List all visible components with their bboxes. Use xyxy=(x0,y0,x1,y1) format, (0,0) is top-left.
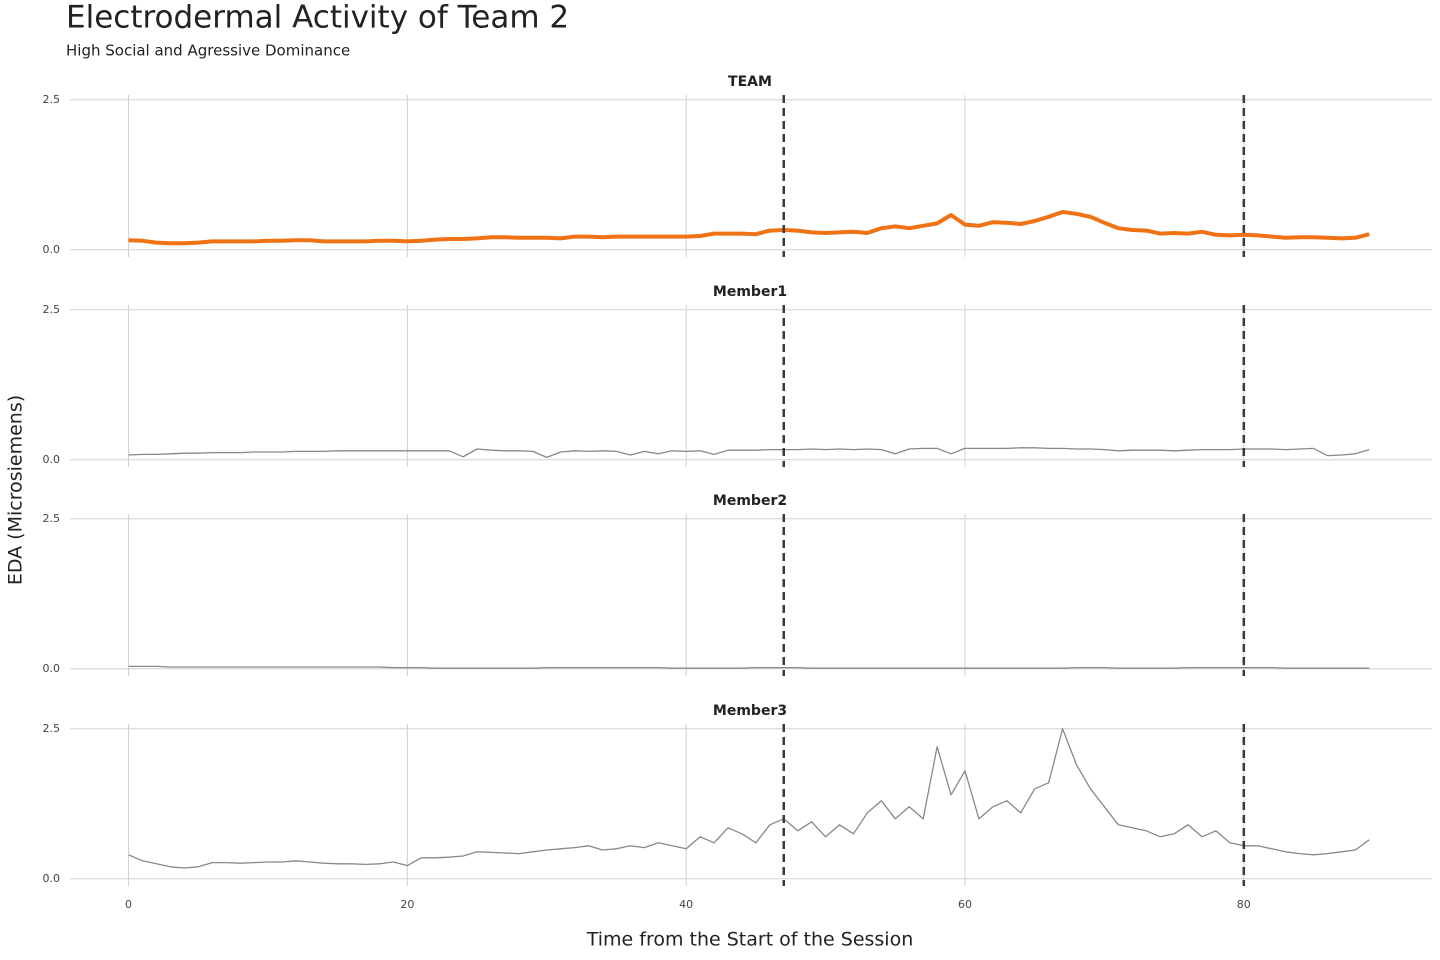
facet-title: Member3 xyxy=(713,703,787,719)
y-tick-label: 0.0 xyxy=(43,872,61,885)
y-tick-label: 2.5 xyxy=(43,722,61,735)
chart-title: Electrodermal Activity of Team 2 xyxy=(66,0,569,36)
x-tick-label: 20 xyxy=(400,898,414,911)
y-tick-label: 2.5 xyxy=(43,93,61,106)
y-tick-label: 2.5 xyxy=(43,303,61,316)
chart-subtitle: High Social and Agressive Dominance xyxy=(66,42,350,60)
y-tick-label: 0.0 xyxy=(43,662,61,675)
data-line xyxy=(128,210,1370,246)
facet-title: Member2 xyxy=(713,493,787,509)
x-tick-label: 80 xyxy=(1237,898,1251,911)
x-tick-label: 0 xyxy=(125,898,132,911)
data-line xyxy=(128,447,1370,459)
data-line xyxy=(128,728,1370,869)
data-line xyxy=(128,665,1370,669)
facet-title: Member1 xyxy=(713,284,787,300)
x-tick-label: 40 xyxy=(679,898,693,911)
y-tick-label: 2.5 xyxy=(43,512,61,525)
facet-title: TEAM xyxy=(728,74,772,90)
x-axis-label: Time from the Start of the Session xyxy=(586,929,914,951)
x-tick-label: 60 xyxy=(958,898,972,911)
y-tick-label: 0.0 xyxy=(43,243,61,256)
y-axis-label: EDA (Microsiemens) xyxy=(5,395,27,585)
y-tick-label: 0.0 xyxy=(43,453,61,466)
